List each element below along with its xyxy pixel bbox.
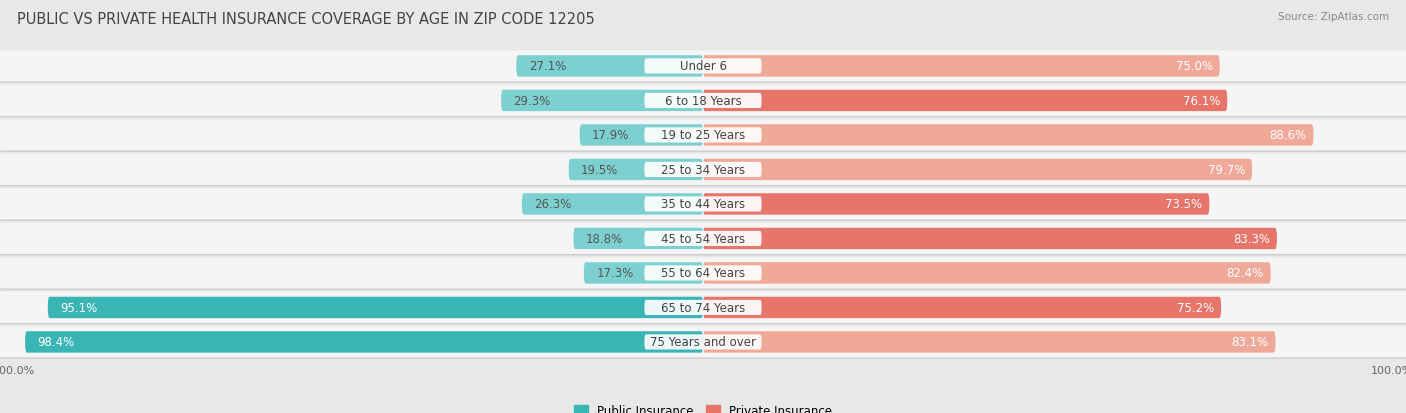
Text: 76.1%: 76.1% xyxy=(1182,95,1220,108)
Text: 19.5%: 19.5% xyxy=(581,164,619,176)
FancyBboxPatch shape xyxy=(48,297,703,318)
Text: 26.3%: 26.3% xyxy=(534,198,571,211)
FancyBboxPatch shape xyxy=(0,121,1406,152)
FancyBboxPatch shape xyxy=(703,263,1271,284)
FancyBboxPatch shape xyxy=(703,331,1275,353)
FancyBboxPatch shape xyxy=(501,90,703,112)
FancyBboxPatch shape xyxy=(522,194,703,215)
Text: 19 to 25 Years: 19 to 25 Years xyxy=(661,129,745,142)
Text: 17.9%: 17.9% xyxy=(592,129,630,142)
Text: PUBLIC VS PRIVATE HEALTH INSURANCE COVERAGE BY AGE IN ZIP CODE 12205: PUBLIC VS PRIVATE HEALTH INSURANCE COVER… xyxy=(17,12,595,27)
FancyBboxPatch shape xyxy=(0,223,1406,254)
Text: 98.4%: 98.4% xyxy=(38,336,75,349)
FancyBboxPatch shape xyxy=(579,125,703,146)
Text: 75.0%: 75.0% xyxy=(1175,60,1213,73)
FancyBboxPatch shape xyxy=(0,51,1406,82)
FancyBboxPatch shape xyxy=(0,154,1406,185)
FancyBboxPatch shape xyxy=(0,189,1406,220)
FancyBboxPatch shape xyxy=(0,328,1406,359)
Text: 29.3%: 29.3% xyxy=(513,95,551,108)
Text: 75.2%: 75.2% xyxy=(1177,301,1215,314)
FancyBboxPatch shape xyxy=(0,259,1406,290)
Legend: Public Insurance, Private Insurance: Public Insurance, Private Insurance xyxy=(569,399,837,413)
FancyBboxPatch shape xyxy=(25,331,703,353)
FancyBboxPatch shape xyxy=(703,194,1209,215)
FancyBboxPatch shape xyxy=(703,297,1220,318)
FancyBboxPatch shape xyxy=(0,225,1406,256)
FancyBboxPatch shape xyxy=(0,120,1406,151)
Text: 25 to 34 Years: 25 to 34 Years xyxy=(661,164,745,176)
FancyBboxPatch shape xyxy=(568,159,703,181)
Text: 88.6%: 88.6% xyxy=(1270,129,1306,142)
Text: 35 to 44 Years: 35 to 44 Years xyxy=(661,198,745,211)
FancyBboxPatch shape xyxy=(644,231,762,247)
Text: 82.4%: 82.4% xyxy=(1226,267,1264,280)
FancyBboxPatch shape xyxy=(0,86,1406,116)
Text: 79.7%: 79.7% xyxy=(1208,164,1246,176)
FancyBboxPatch shape xyxy=(644,162,762,178)
FancyBboxPatch shape xyxy=(0,156,1406,187)
FancyBboxPatch shape xyxy=(0,53,1406,83)
Text: 6 to 18 Years: 6 to 18 Years xyxy=(665,95,741,108)
FancyBboxPatch shape xyxy=(0,258,1406,289)
FancyBboxPatch shape xyxy=(644,197,762,212)
FancyBboxPatch shape xyxy=(703,228,1277,249)
FancyBboxPatch shape xyxy=(583,263,703,284)
Text: Source: ZipAtlas.com: Source: ZipAtlas.com xyxy=(1278,12,1389,22)
Text: 83.1%: 83.1% xyxy=(1232,336,1268,349)
FancyBboxPatch shape xyxy=(644,59,762,74)
FancyBboxPatch shape xyxy=(0,292,1406,323)
FancyBboxPatch shape xyxy=(574,228,703,249)
Text: 75 Years and over: 75 Years and over xyxy=(650,336,756,349)
Text: 83.3%: 83.3% xyxy=(1233,233,1270,245)
FancyBboxPatch shape xyxy=(644,266,762,281)
FancyBboxPatch shape xyxy=(644,300,762,315)
FancyBboxPatch shape xyxy=(703,90,1227,112)
Text: 65 to 74 Years: 65 to 74 Years xyxy=(661,301,745,314)
Text: 17.3%: 17.3% xyxy=(596,267,634,280)
FancyBboxPatch shape xyxy=(644,94,762,109)
FancyBboxPatch shape xyxy=(0,327,1406,358)
Text: 27.1%: 27.1% xyxy=(529,60,567,73)
FancyBboxPatch shape xyxy=(644,128,762,143)
FancyBboxPatch shape xyxy=(644,335,762,350)
Text: 55 to 64 Years: 55 to 64 Years xyxy=(661,267,745,280)
Text: 73.5%: 73.5% xyxy=(1166,198,1202,211)
FancyBboxPatch shape xyxy=(703,56,1219,78)
Text: 95.1%: 95.1% xyxy=(60,301,97,314)
Text: 18.8%: 18.8% xyxy=(586,233,623,245)
FancyBboxPatch shape xyxy=(703,125,1313,146)
Text: 45 to 54 Years: 45 to 54 Years xyxy=(661,233,745,245)
Text: Under 6: Under 6 xyxy=(679,60,727,73)
FancyBboxPatch shape xyxy=(703,159,1253,181)
FancyBboxPatch shape xyxy=(0,87,1406,118)
FancyBboxPatch shape xyxy=(516,56,703,78)
FancyBboxPatch shape xyxy=(0,190,1406,221)
FancyBboxPatch shape xyxy=(0,294,1406,325)
